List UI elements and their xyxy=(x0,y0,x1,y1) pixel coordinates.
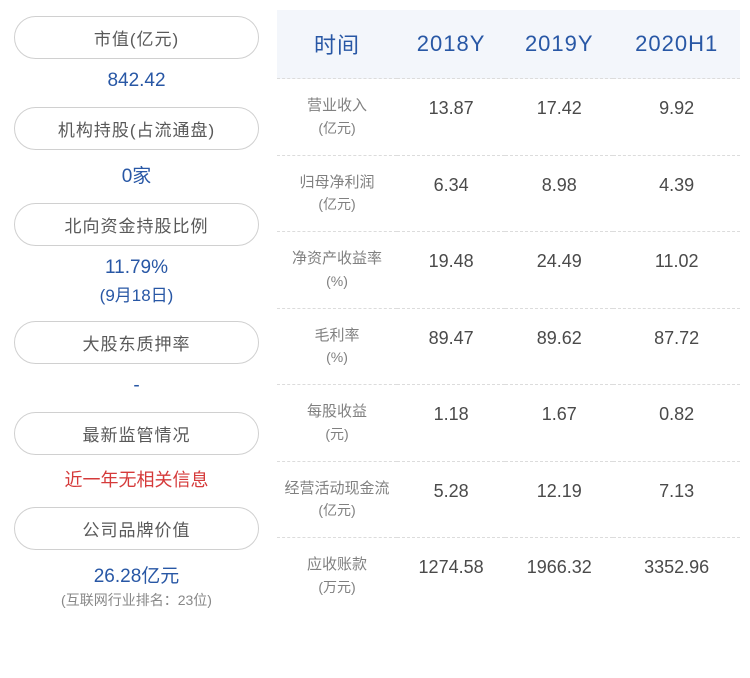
metric-label-brand: 公司品牌价值 xyxy=(14,507,259,550)
table-row: 经营活动现金流(亿元)5.2812.197.13 xyxy=(277,461,740,538)
metric-value-brand: 26.28亿元 (互联网行业排名：23位) xyxy=(14,557,259,618)
row-label: 应收账款(万元) xyxy=(277,538,397,614)
cell-value: 13.87 xyxy=(397,79,505,156)
row-label: 毛利率(%) xyxy=(277,308,397,385)
cell-value: 9.92 xyxy=(613,79,740,156)
row-label: 营业收入(亿元) xyxy=(277,79,397,156)
metric-main-brand: 26.28亿元 xyxy=(94,566,180,587)
row-label: 经营活动现金流(亿元) xyxy=(277,461,397,538)
table-row: 应收账款(万元)1274.581966.323352.96 xyxy=(277,538,740,614)
metric-label-northbound: 北向资金持股比例 xyxy=(14,203,259,246)
row-label: 每股收益(元) xyxy=(277,385,397,462)
cell-value: 17.42 xyxy=(505,79,613,156)
header-2018: 2018Y xyxy=(397,10,505,79)
cell-value: 1966.32 xyxy=(505,538,613,614)
metric-sub-brand: (互联网行业排名：23位) xyxy=(14,590,259,610)
table-row: 归母净利润(亿元)6.348.984.39 xyxy=(277,155,740,232)
cell-value: 1.18 xyxy=(397,385,505,462)
cell-value: 12.19 xyxy=(505,461,613,538)
cell-value: 7.13 xyxy=(613,461,740,538)
cell-value: 89.47 xyxy=(397,308,505,385)
metric-value-market-cap: 842.42 xyxy=(14,66,259,100)
cell-value: 1.67 xyxy=(505,385,613,462)
cell-value: 11.02 xyxy=(613,232,740,309)
cell-value: 3352.96 xyxy=(613,538,740,614)
metric-label-market-cap: 市值(亿元) xyxy=(14,16,259,59)
cell-value: 19.48 xyxy=(397,232,505,309)
cell-value: 8.98 xyxy=(505,155,613,232)
financial-table-panel: 时间 2018Y 2019Y 2020H1 营业收入(亿元)13.8717.42… xyxy=(259,10,750,678)
header-2020h1: 2020H1 xyxy=(613,10,740,79)
metric-label-pledge: 大股东质押率 xyxy=(14,321,259,364)
cell-value: 4.39 xyxy=(613,155,740,232)
row-label: 归母净利润(亿元) xyxy=(277,155,397,232)
metric-value-pledge: - xyxy=(14,371,259,405)
cell-value: 87.72 xyxy=(613,308,740,385)
header-2019: 2019Y xyxy=(505,10,613,79)
financial-table: 时间 2018Y 2019Y 2020H1 营业收入(亿元)13.8717.42… xyxy=(277,10,740,614)
cell-value: 6.34 xyxy=(397,155,505,232)
table-row: 净资产收益率(%)19.4824.4911.02 xyxy=(277,232,740,309)
metric-sub-northbound: (9月18日) xyxy=(14,281,259,306)
cell-value: 1274.58 xyxy=(397,538,505,614)
cell-value: 89.62 xyxy=(505,308,613,385)
metric-label-inst-holding: 机构持股(占流通盘) xyxy=(14,107,259,150)
table-header-row: 时间 2018Y 2019Y 2020H1 xyxy=(277,10,740,79)
cell-value: 0.82 xyxy=(613,385,740,462)
cell-value: 24.49 xyxy=(505,232,613,309)
cell-value: 5.28 xyxy=(397,461,505,538)
metric-value-regulatory: 近一年无相关信息 xyxy=(14,462,259,500)
left-metrics-panel: 市值(亿元) 842.42 机构持股(占流通盘) 0家 北向资金持股比例 11.… xyxy=(14,10,259,678)
header-time: 时间 xyxy=(277,10,397,79)
metric-value-northbound: 11.79% (9月18日) xyxy=(14,253,259,314)
table-row: 每股收益(元)1.181.670.82 xyxy=(277,385,740,462)
metric-main-northbound: 11.79% xyxy=(105,257,168,278)
metric-label-regulatory: 最新监管情况 xyxy=(14,412,259,455)
row-label: 净资产收益率(%) xyxy=(277,232,397,309)
metric-value-inst-holding: 0家 xyxy=(14,157,259,196)
table-row: 营业收入(亿元)13.8717.429.92 xyxy=(277,79,740,156)
table-row: 毛利率(%)89.4789.6287.72 xyxy=(277,308,740,385)
